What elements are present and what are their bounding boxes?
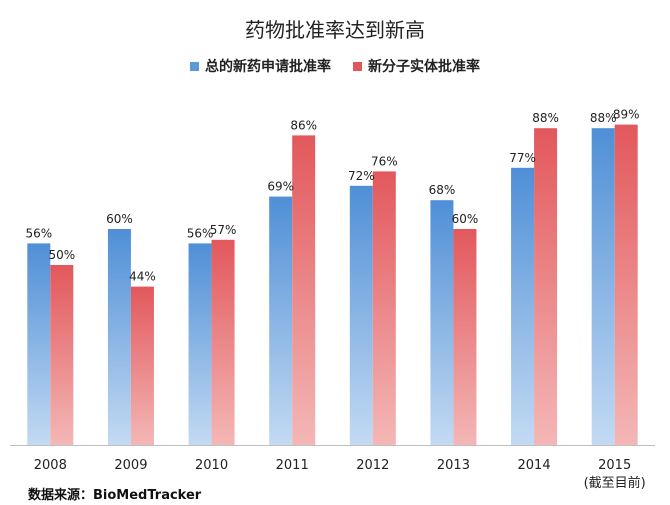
legend-label-nme: 新分子实体批准率 xyxy=(368,59,480,75)
data-label-total-2014: 77% xyxy=(509,151,536,165)
data-label-total-2010: 56% xyxy=(187,226,214,240)
bar-total-2010 xyxy=(188,243,212,445)
legend-swatch-nme xyxy=(353,61,362,71)
bar-nme-2009 xyxy=(130,286,154,445)
source-note: 数据来源：BioMedTracker xyxy=(28,488,202,503)
bar-total-2012 xyxy=(349,185,373,446)
legend-item-nme: 新分子实体批准率 xyxy=(353,56,480,76)
bar-total-2011 xyxy=(269,196,293,445)
bar-total-2009 xyxy=(107,229,131,445)
data-label-nme-2008: 50% xyxy=(48,248,75,262)
bar-total-2013 xyxy=(430,200,454,445)
data-label-total-2009: 60% xyxy=(106,212,133,226)
bar-total-2014 xyxy=(511,167,535,446)
legend-item-total: 总的新药申请批准率 xyxy=(190,56,331,76)
x-tick-label-2015: 2015 xyxy=(598,458,631,473)
data-label-total-2012: 72% xyxy=(348,169,375,183)
data-label-nme-2014: 88% xyxy=(532,111,559,125)
data-label-nme-2015: 89% xyxy=(613,108,640,122)
bar-total-2015 xyxy=(591,128,615,445)
chart-title: 药物批准率达到新高 xyxy=(245,18,425,42)
bar-nme-2012 xyxy=(372,171,396,445)
data-label-total-2015: 88% xyxy=(590,111,617,125)
data-label-total-2008: 56% xyxy=(25,226,52,240)
data-label-nme-2011: 86% xyxy=(290,118,317,132)
x-tick-label-2009: 2009 xyxy=(114,458,147,473)
x-tick-label-2014: 2014 xyxy=(518,458,551,473)
bar-nme-2013 xyxy=(453,229,477,445)
data-label-total-2011: 69% xyxy=(267,180,294,194)
x-tick-label-2008: 2008 xyxy=(34,458,67,473)
x-tick-label-2013: 2013 xyxy=(437,458,470,473)
legend: 总的新药申请批准率 新分子实体批准率 xyxy=(0,56,670,76)
x-tick-label-2010: 2010 xyxy=(195,458,228,473)
legend-swatch-total xyxy=(190,61,199,71)
bar-nme-2014 xyxy=(534,128,558,445)
x-tick-note: (截至目前) xyxy=(584,475,646,491)
x-tick-label-2012: 2012 xyxy=(356,458,389,473)
legend-label-total: 总的新药申请批准率 xyxy=(205,59,331,75)
bar-total-2008 xyxy=(27,243,51,445)
bar-nme-2015 xyxy=(614,124,638,445)
data-label-nme-2009: 44% xyxy=(129,270,156,284)
bar-nme-2011 xyxy=(292,135,316,445)
data-label-total-2013: 68% xyxy=(429,183,456,197)
bar-nme-2010 xyxy=(211,239,235,445)
data-label-nme-2012: 76% xyxy=(371,154,398,168)
x-tick-label-2011: 2011 xyxy=(276,458,309,473)
bar-nme-2008 xyxy=(50,265,74,445)
data-label-nme-2010: 57% xyxy=(210,223,237,237)
data-label-nme-2013: 60% xyxy=(452,212,479,226)
